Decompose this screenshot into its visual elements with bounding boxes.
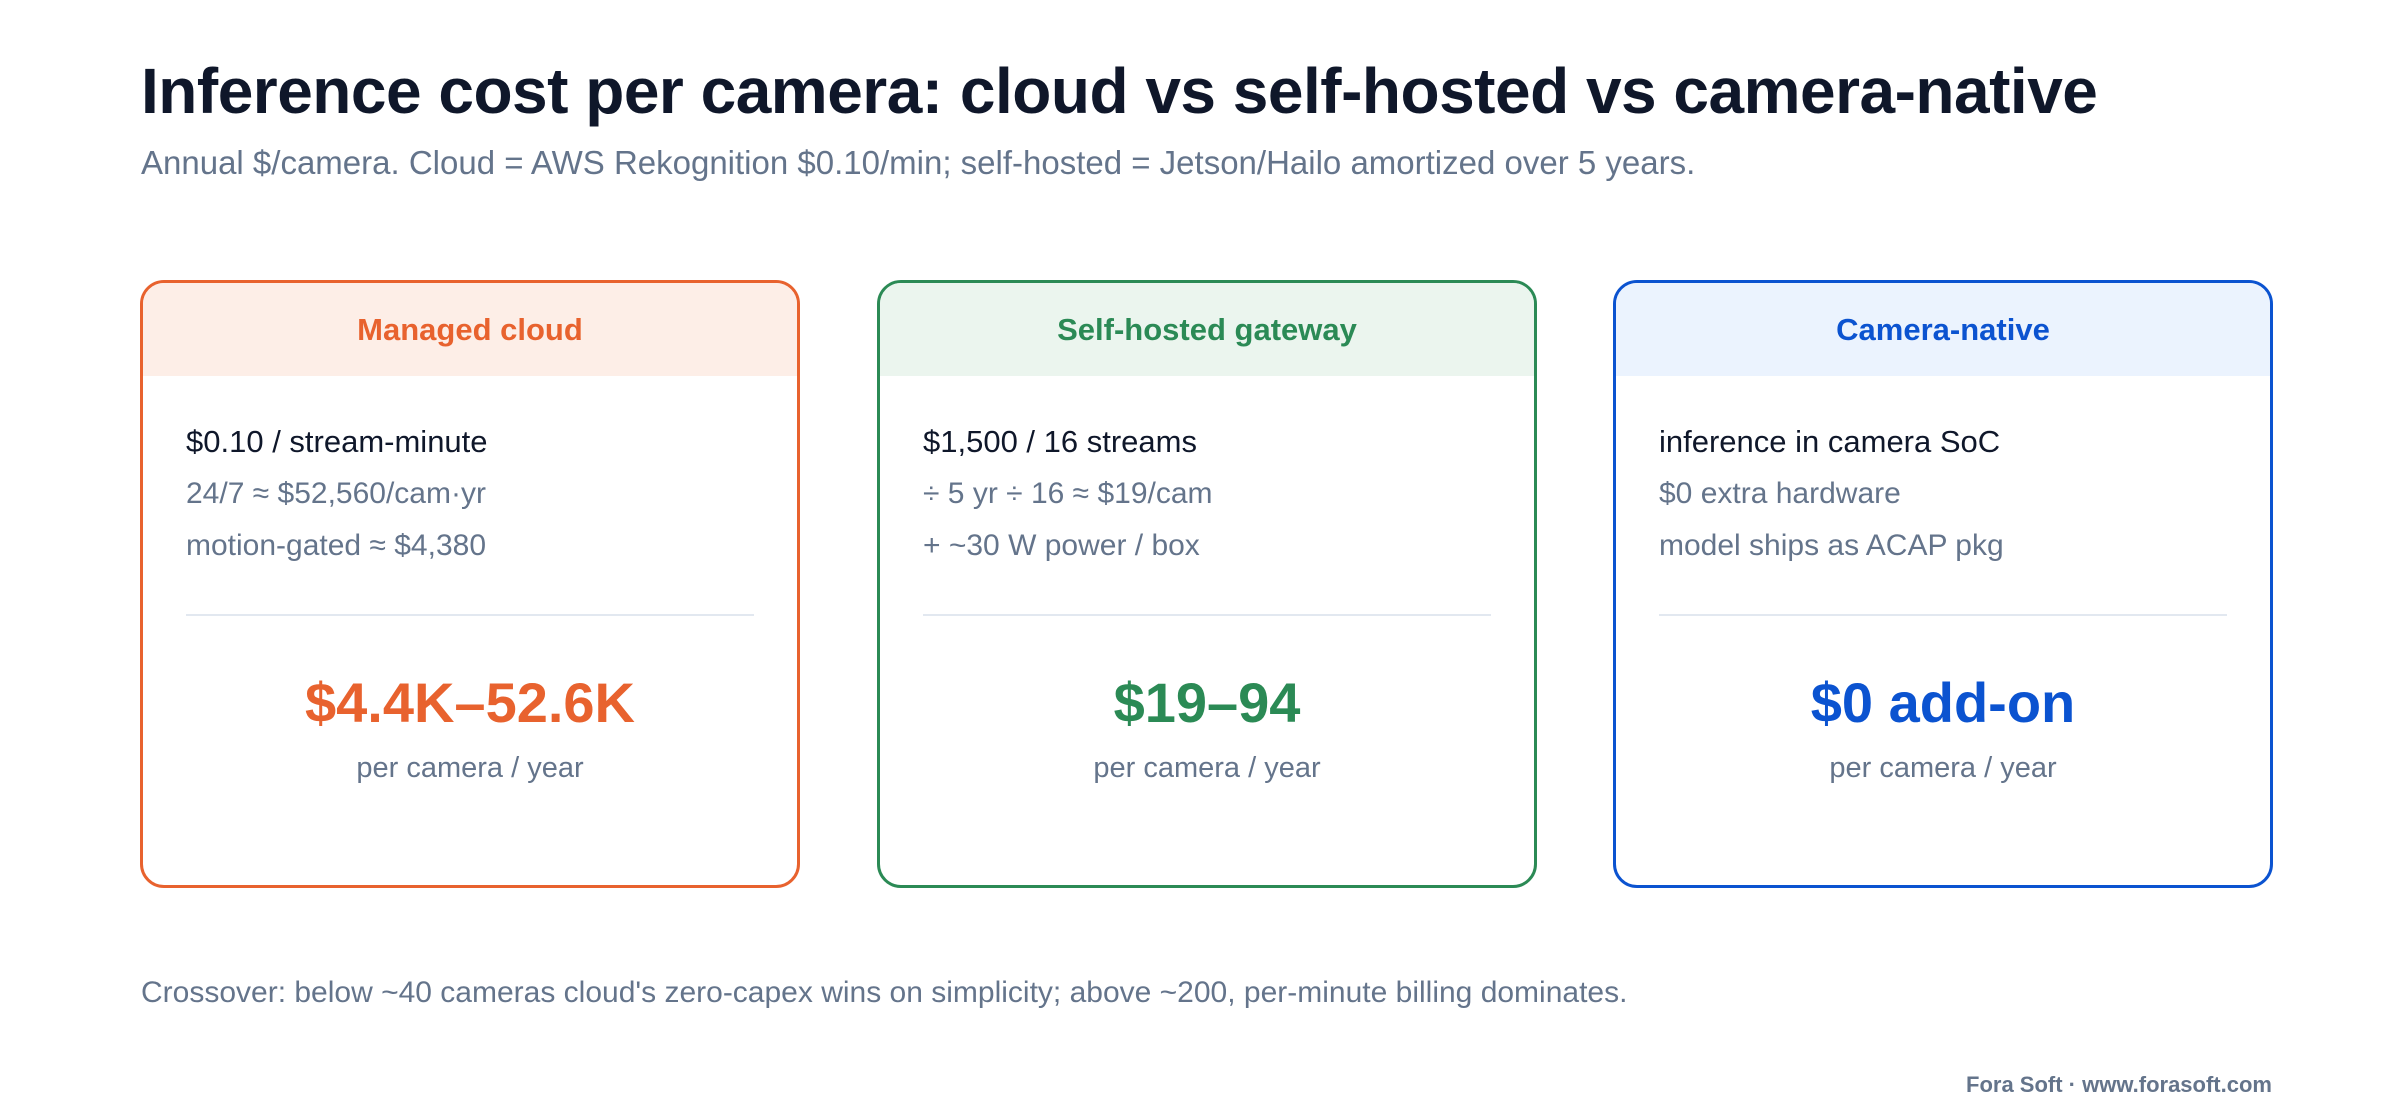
card-divider — [186, 614, 754, 616]
card-line-secondary: 24/7 ≈ $52,560/cam·yr — [186, 477, 486, 510]
card-line-primary: $0.10 / stream-minute — [186, 424, 488, 459]
card-header: Self-hosted gateway — [880, 283, 1534, 376]
page-title: Inference cost per camera: cloud vs self… — [141, 55, 2098, 127]
card-line-secondary: ÷ 5 yr ÷ 16 ≈ $19/cam — [923, 477, 1213, 510]
card-line-secondary: model ships as ACAP pkg — [1659, 529, 2004, 562]
card-managed-cloud: Managed cloud $0.10 / stream-minute 24/7… — [140, 280, 800, 888]
page-subtitle: Annual $/camera. Cloud = AWS Rekognition… — [141, 144, 1696, 181]
card-header: Managed cloud — [143, 283, 797, 376]
card-divider — [1659, 614, 2227, 616]
comparison-cards: Managed cloud $0.10 / stream-minute 24/7… — [140, 280, 2273, 888]
card-line-primary: $1,500 / 16 streams — [923, 424, 1197, 459]
card-unit: per camera / year — [1829, 752, 2057, 784]
card-line-primary: inference in camera SoC — [1659, 424, 2001, 459]
card-body: $0.10 / stream-minute 24/7 ≈ $52,560/cam… — [143, 376, 797, 788]
card-value: $0 add-on — [1810, 671, 2076, 734]
card-line-secondary: + ~30 W power / box — [923, 529, 1200, 562]
card-unit: per camera / year — [1093, 752, 1321, 784]
card-value: $19–94 — [1113, 671, 1301, 734]
card-divider — [923, 614, 1491, 616]
card-header: Camera-native — [1616, 283, 2270, 376]
card-unit: per camera / year — [356, 752, 584, 784]
footnote: Crossover: below ~40 cameras cloud's zer… — [141, 976, 1628, 1009]
card-self-hosted-gateway: Self-hosted gateway $1,500 / 16 streams … — [877, 280, 1537, 888]
card-camera-native: Camera-native inference in camera SoC $0… — [1613, 280, 2273, 888]
card-value: $4.4K–52.6K — [304, 671, 635, 734]
card-body: $1,500 / 16 streams ÷ 5 yr ÷ 16 ≈ $19/ca… — [880, 376, 1534, 788]
card-line-secondary: $0 extra hardware — [1659, 477, 1901, 510]
credit: Fora Soft · www.forasoft.com — [1966, 1072, 2272, 1097]
card-line-secondary: motion-gated ≈ $4,380 — [186, 529, 486, 562]
card-body: inference in camera SoC $0 extra hardwar… — [1616, 376, 2270, 788]
